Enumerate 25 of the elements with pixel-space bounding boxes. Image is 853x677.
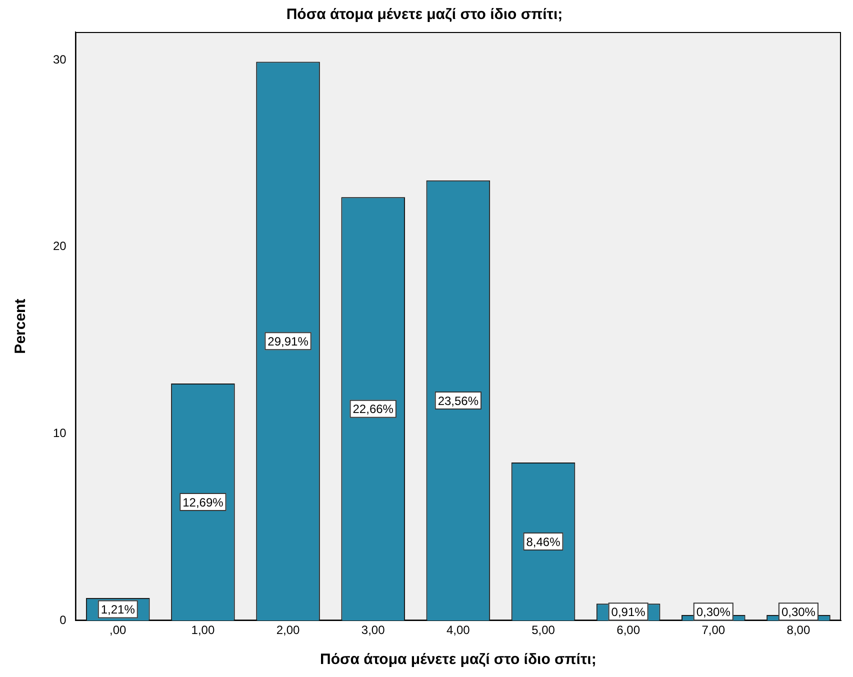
data-label: 8,46% <box>526 534 561 549</box>
x-tick-label: 4,00 <box>446 623 470 638</box>
chart-title: Πόσα άτομα μένετε μαζί στο ίδιο σπίτι; <box>286 6 563 24</box>
data-label: 0,30% <box>781 604 816 619</box>
x-tick-label: 6,00 <box>616 623 640 638</box>
y-tick-label: 10 <box>52 426 67 440</box>
y-axis-title: Percent <box>12 298 30 354</box>
x-axis-title: Πόσα άτομα μένετε μαζί στο ίδιο σπίτι; <box>320 651 596 668</box>
x-tick-label: 8,00 <box>786 623 810 638</box>
x-tick-label: 7,00 <box>702 623 726 638</box>
x-tick-label: ,00 <box>110 623 127 638</box>
x-tick-label: 1,00 <box>191 623 215 638</box>
data-label: 29,91% <box>268 334 309 348</box>
y-tick-label: 30 <box>52 52 67 66</box>
data-label: 12,69% <box>182 495 224 510</box>
data-label: 23,56% <box>438 394 479 408</box>
x-tick-label: 3,00 <box>361 623 386 638</box>
y-tick-label: 0 <box>60 612 67 627</box>
x-tick-label: 2,00 <box>276 623 300 638</box>
data-label: 1,21% <box>100 602 136 617</box>
data-label: 0,91% <box>611 604 646 619</box>
data-label: 22,66% <box>352 402 394 416</box>
x-tick-label: 5,00 <box>532 623 556 638</box>
data-label: 0,30% <box>696 604 731 619</box>
y-tick-label: 20 <box>52 239 67 254</box>
